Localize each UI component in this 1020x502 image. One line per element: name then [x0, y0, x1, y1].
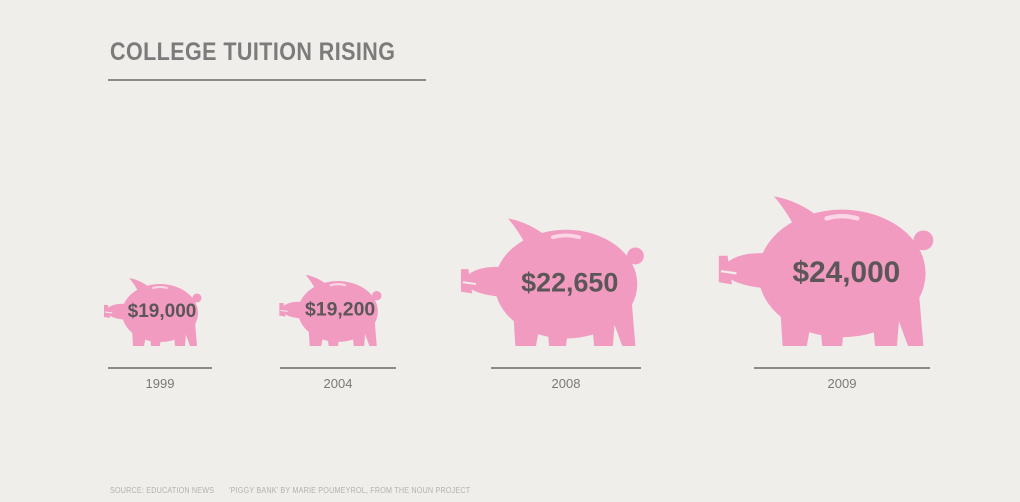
pig-bar-2009 — [718, 196, 934, 346]
year-label: 2004 — [324, 376, 353, 391]
year-label: 2008 — [552, 376, 581, 391]
year-label: 1999 — [146, 376, 175, 391]
source-text: SOURCE: EDUCATION NEWS — [110, 486, 215, 495]
title-underline — [108, 79, 426, 81]
pig-bar-2008 — [460, 218, 644, 346]
chart-title: COLLEGE TUITION RISING — [110, 38, 396, 66]
value-label: $19,200 — [305, 299, 375, 321]
value-label: $19,000 — [128, 301, 197, 322]
pig-bar-2004 — [279, 274, 382, 346]
year-label: 2009 — [828, 376, 857, 391]
value-label: $24,000 — [793, 256, 901, 289]
source-footer: SOURCE: EDUCATION NEWS 'PIGGY BANK' BY M… — [110, 486, 483, 495]
pig-bar-1999 — [104, 278, 202, 346]
value-label: $22,650 — [521, 268, 618, 298]
credit-text: 'PIGGY BANK' BY MARIE POUMEYROL, FROM TH… — [229, 486, 471, 495]
